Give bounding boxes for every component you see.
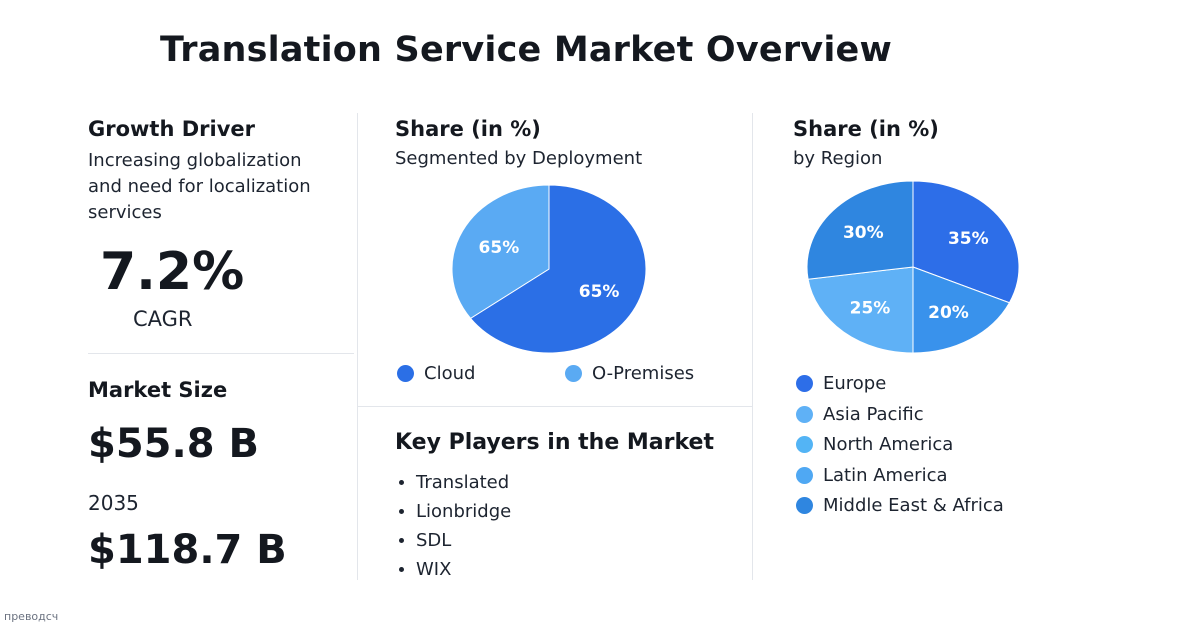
region-pie-slice — [807, 266, 914, 354]
legend-item-region: Asia Pacific — [796, 404, 924, 425]
legend-swatch — [796, 466, 813, 484]
market-size-future: $118.7 B — [88, 527, 287, 573]
deployment-pie-chart: 65% 65% — [451, 184, 647, 354]
growth-driver-line: and need for localization — [88, 176, 311, 197]
legend-swatch-on-premises — [565, 365, 582, 382]
list-item: SDL — [396, 526, 511, 555]
player-name: Lionbridge — [416, 501, 512, 522]
list-item: Translated — [396, 468, 511, 497]
region-pie-slice — [912, 180, 1020, 304]
list-item: WIX — [396, 555, 511, 584]
legend-label: O-Premises — [592, 363, 695, 384]
legend-swatch — [796, 405, 813, 423]
market-size-current: $55.8 B — [88, 421, 259, 467]
region-chart-subtitle: by Region — [793, 148, 883, 169]
legend-label: North America — [823, 434, 954, 455]
deployment-pie-data-label: 65% — [579, 282, 620, 302]
player-name: SDL — [416, 530, 452, 551]
legend-label: Latin America — [823, 464, 948, 486]
legend-item-region: Latin America — [796, 465, 948, 486]
legend-item-region: Europe — [796, 373, 886, 394]
growth-driver-line: services — [88, 202, 162, 223]
region-pie-slice — [912, 266, 1011, 354]
deployment-pie-slice — [469, 184, 647, 354]
divider-right — [752, 113, 753, 580]
divider-left — [357, 113, 358, 580]
legend-item-cloud: Cloud — [397, 363, 475, 384]
growth-driver-text: Increasing globalization and need for lo… — [88, 148, 311, 226]
legend-label: Middle East & Africa — [823, 495, 1004, 516]
growth-driver-line: Increasing globalization — [88, 150, 302, 171]
key-players-list: Translated Lionbridge SDL WIX — [396, 468, 511, 584]
deployment-pie-slice — [451, 184, 550, 320]
region-chart-title: Share (in %) — [793, 117, 939, 141]
cagr-label: CAGR — [133, 307, 193, 331]
player-name: Translated — [416, 472, 510, 493]
legend-swatch — [796, 436, 813, 453]
list-item: Lionbridge — [396, 497, 511, 526]
bullet-icon — [399, 509, 404, 514]
region-pie-chart: 35% 20% 25% 30% — [806, 180, 1020, 354]
region-pie-data-label: 35% — [948, 229, 989, 249]
region-pie-data-label: 30% — [843, 223, 884, 243]
deployment-chart-subtitle: Segmented by Deployment — [395, 148, 643, 169]
footer-watermark: преводсч — [4, 610, 59, 623]
player-name: WIX — [416, 559, 452, 580]
legend-label: Asia Pacific — [823, 403, 924, 425]
legend-swatch — [796, 497, 813, 514]
divider-growth-market — [88, 353, 354, 354]
legend-label: Cloud — [424, 363, 476, 384]
deployment-chart-title: Share (in %) — [395, 117, 541, 141]
bullet-icon — [399, 567, 404, 572]
region-pie-slice — [806, 180, 914, 280]
legend-swatch-cloud — [397, 365, 414, 382]
bullet-icon — [399, 480, 404, 485]
page-title: Translation Service Market Overview — [160, 30, 892, 70]
cagr-value: 7.2% — [100, 242, 245, 302]
legend-item-on-premises: O-Premises — [565, 363, 694, 384]
legend-swatch — [796, 375, 813, 392]
key-players-heading: Key Players in the Market — [395, 430, 714, 455]
market-size-heading: Market Size — [88, 378, 228, 402]
deployment-pie-data-label: 65% — [479, 238, 520, 258]
legend-item-region: Middle East & Africa — [796, 495, 1004, 516]
legend-label: Europe — [823, 373, 887, 394]
growth-driver-heading: Growth Driver — [88, 117, 255, 141]
region-pie-data-label: 25% — [850, 298, 891, 318]
bullet-icon — [399, 538, 404, 543]
legend-item-region: North America — [796, 434, 953, 455]
market-size-year: 2035 — [88, 491, 139, 515]
divider-chart-players — [358, 406, 752, 407]
region-pie-data-label: 20% — [928, 303, 969, 323]
